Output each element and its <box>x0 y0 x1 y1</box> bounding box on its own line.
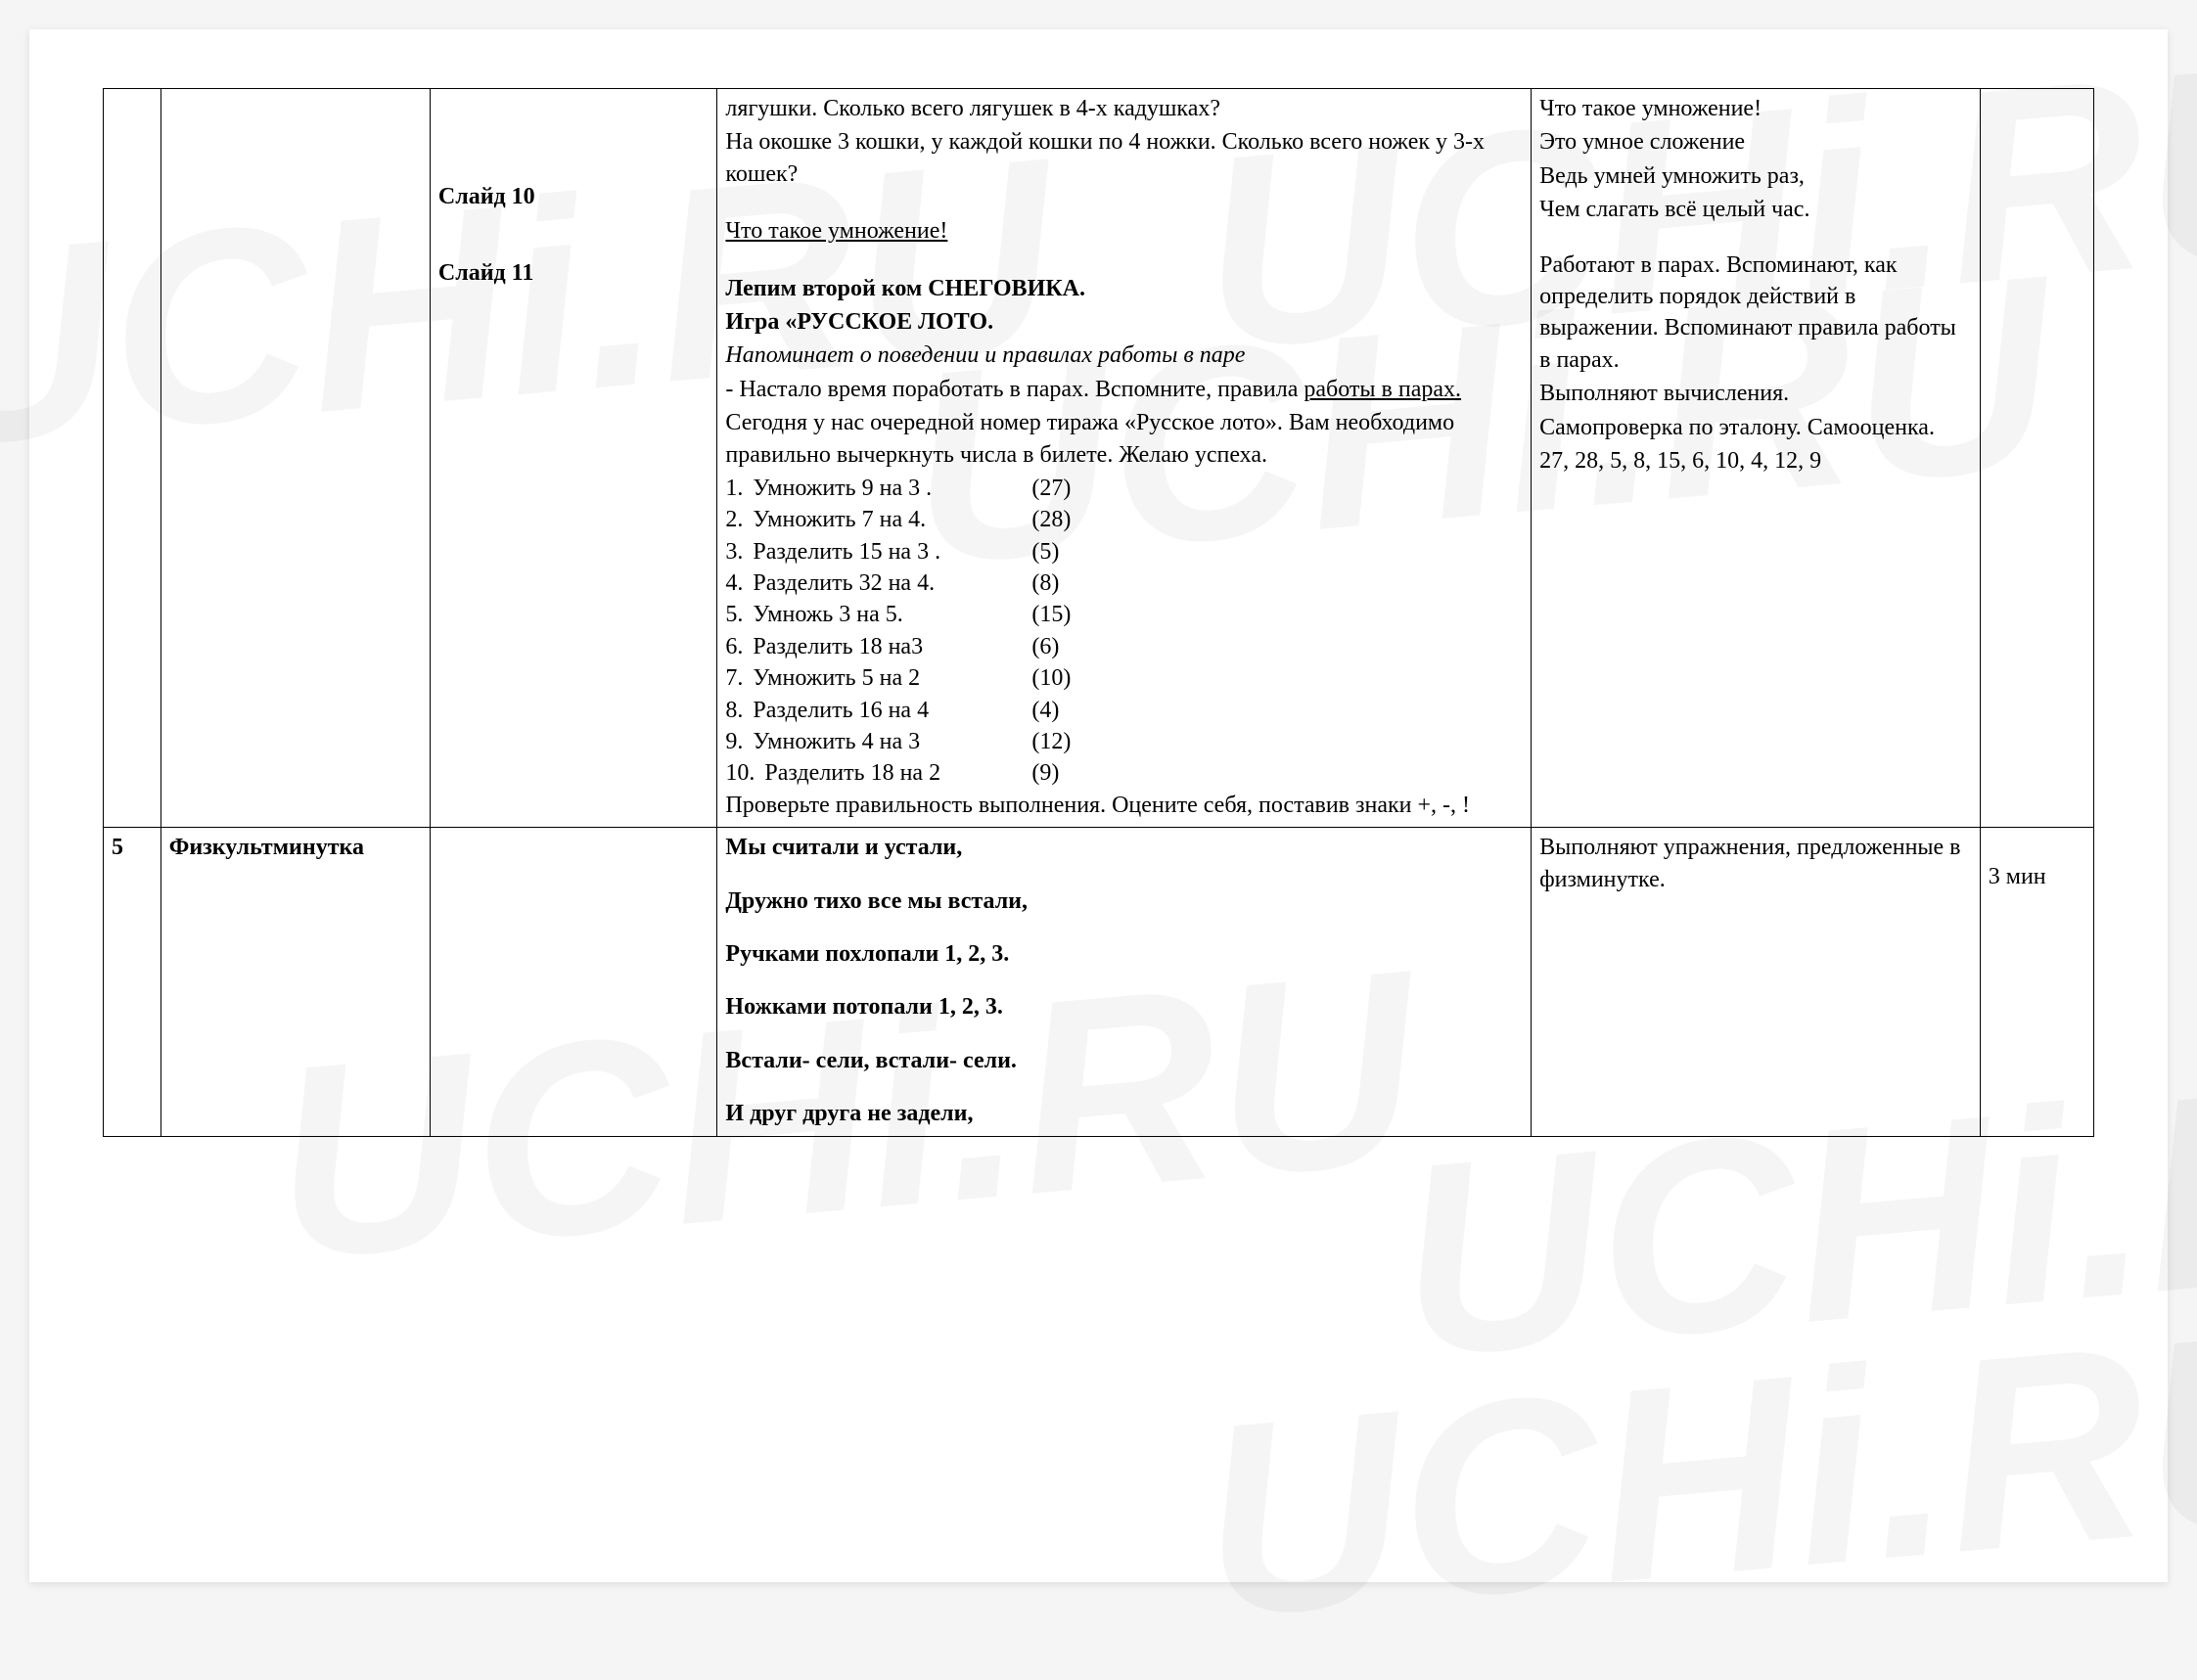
list-number: 6. <box>725 631 753 662</box>
list-number: 2. <box>725 504 753 535</box>
text-underline: работы в парах. <box>1304 377 1461 402</box>
list-text: Умножить 5 на 2 <box>753 662 1031 694</box>
stage-cell: Физкультминутка <box>160 828 430 1136</box>
list-answer: (9) <box>1031 757 1059 789</box>
list-answer: (15) <box>1031 599 1071 630</box>
slide-label: Слайд 11 <box>438 257 709 289</box>
text-line: Ведь умней умножить раз, <box>1539 160 1972 192</box>
list-text: Умножить 9 на 3 . <box>753 473 1031 504</box>
list-answer: (27) <box>1031 473 1071 504</box>
list-number: 3. <box>725 536 753 568</box>
text-line: 27, 28, 5, 8, 15, 6, 10, 4, 12, 9 <box>1539 445 1972 477</box>
text-bold: Мы считали и устали, <box>725 832 1523 863</box>
list-item: 6. Разделить 18 на3 (6) <box>725 631 1523 662</box>
list-item: 2. Умножить 7 на 4. (28) <box>725 504 1523 535</box>
text-line: Проверьте правильность выполнения. Оцени… <box>725 790 1523 821</box>
text-line: Это умное сложение <box>1539 126 1972 158</box>
list-answer: (10) <box>1031 662 1071 694</box>
student-activity-cell: Что такое умножение! Это умное сложение … <box>1532 89 1981 828</box>
table-row: 5 Физкультминутка Мы считали и устали, Д… <box>104 828 2094 1136</box>
student-activity-cell: Выполняют упражнения, предложенные в физ… <box>1532 828 1981 1136</box>
teacher-activity-cell: лягушки. Сколько всего лягушек в 4-х кад… <box>717 89 1532 828</box>
text-line: Сегодня у нас очередной номер тиража «Ру… <box>725 407 1523 471</box>
list-text: Разделить 32 на 4. <box>753 568 1031 599</box>
text-bold: И друг друга не задели, <box>725 1098 1523 1129</box>
time-value: 3 мин <box>1989 861 2085 892</box>
list-answer: (6) <box>1031 631 1059 662</box>
text-bold: Встали- сели, встали- сели. <box>725 1045 1523 1076</box>
text-bold: Ножками потопали 1, 2, 3. <box>725 991 1523 1022</box>
list-text: Разделить 15 на 3 . <box>753 536 1031 568</box>
slides-cell: Слайд 10 Слайд 11 <box>430 89 717 828</box>
row-number-cell <box>104 89 161 828</box>
text-line: Работают в парах. Вспоминают, как опреде… <box>1539 250 1972 377</box>
list-number: 8. <box>725 695 753 726</box>
lesson-plan-table: Слайд 10 Слайд 11 лягушки. Сколько всего… <box>103 88 2094 1137</box>
watermark: UCHi.RU <box>1191 1268 2197 1680</box>
list-text: Умножить 4 на 3 <box>753 726 1031 757</box>
text-line: Чем слагать всё целый час. <box>1539 194 1972 225</box>
list-number: 10. <box>725 757 764 789</box>
list-item: 10. Разделить 18 на 2 (9) <box>725 757 1523 789</box>
list-number: 5. <box>725 599 753 630</box>
list-number: 7. <box>725 662 753 694</box>
list-number: 1. <box>725 473 753 504</box>
list-number: 9. <box>725 726 753 757</box>
list-answer: (4) <box>1031 695 1059 726</box>
text-line: Выполняют упражнения, предложенные в физ… <box>1539 832 1972 895</box>
list-answer: (28) <box>1031 504 1071 535</box>
list-text: Разделить 16 на 4 <box>753 695 1031 726</box>
ordered-list: 1. Умножить 9 на 3 . (27) 2. Умножить 7 … <box>725 473 1523 790</box>
text-line: Самопроверка по эталону. Самооценка. <box>1539 412 1972 443</box>
text-bold: Ручками похлопали 1, 2, 3. <box>725 938 1523 970</box>
text-line: лягушки. Сколько всего лягушек в 4-х кад… <box>725 93 1523 124</box>
text-italic: Напоминает о поведении и правилах работы… <box>725 340 1523 371</box>
row-number-cell: 5 <box>104 828 161 1136</box>
text-line: На окошке 3 кошки, у каждой кошки по 4 н… <box>725 126 1523 190</box>
list-answer: (8) <box>1031 568 1059 599</box>
list-text: Разделить 18 на3 <box>753 631 1031 662</box>
list-item: 1. Умножить 9 на 3 . (27) <box>725 473 1523 504</box>
teacher-activity-cell: Мы считали и устали, Дружно тихо все мы … <box>717 828 1532 1136</box>
text-line: Что такое умножение! <box>1539 93 1972 124</box>
time-cell <box>1980 89 2093 828</box>
table-row: Слайд 10 Слайд 11 лягушки. Сколько всего… <box>104 89 2094 828</box>
text-line: - Настало время поработать в парах. Вспо… <box>725 374 1523 405</box>
list-text: Умножить 7 на 4. <box>753 504 1031 535</box>
time-cell: 3 мин <box>1980 828 2093 1136</box>
text-bold: Игра «РУССКОЕ ЛОТО. <box>725 306 1523 338</box>
list-number: 4. <box>725 568 753 599</box>
text-line: Выполняют вычисления. <box>1539 378 1972 409</box>
list-text: Разделить 18 на 2 <box>764 757 1031 789</box>
list-item: 4. Разделить 32 на 4. (8) <box>725 568 1523 599</box>
slides-cell <box>430 828 717 1136</box>
list-item: 9. Умножить 4 на 3 (12) <box>725 726 1523 757</box>
list-item: 5. Умножь 3 на 5. (15) <box>725 599 1523 630</box>
text-underline: Что такое умножение! <box>725 215 1523 247</box>
document-page: UCHi.RU UCHi.RU UCHi.RU UCHi.RU UCHi.RU … <box>29 29 2168 1582</box>
list-text: Умножь 3 на 5. <box>753 599 1031 630</box>
list-answer: (12) <box>1031 726 1071 757</box>
slide-label: Слайд 10 <box>438 181 709 212</box>
text-bold: Лепим второй ком СНЕГОВИКА. <box>725 273 1523 304</box>
list-item: 8. Разделить 16 на 4 (4) <box>725 695 1523 726</box>
text-span: - Настало время поработать в парах. Вспо… <box>725 377 1304 402</box>
list-item: 3. Разделить 15 на 3 . (5) <box>725 536 1523 568</box>
list-item: 7. Умножить 5 на 2 (10) <box>725 662 1523 694</box>
stage-cell <box>160 89 430 828</box>
text-bold: Дружно тихо все мы встали, <box>725 885 1523 917</box>
list-answer: (5) <box>1031 536 1059 568</box>
